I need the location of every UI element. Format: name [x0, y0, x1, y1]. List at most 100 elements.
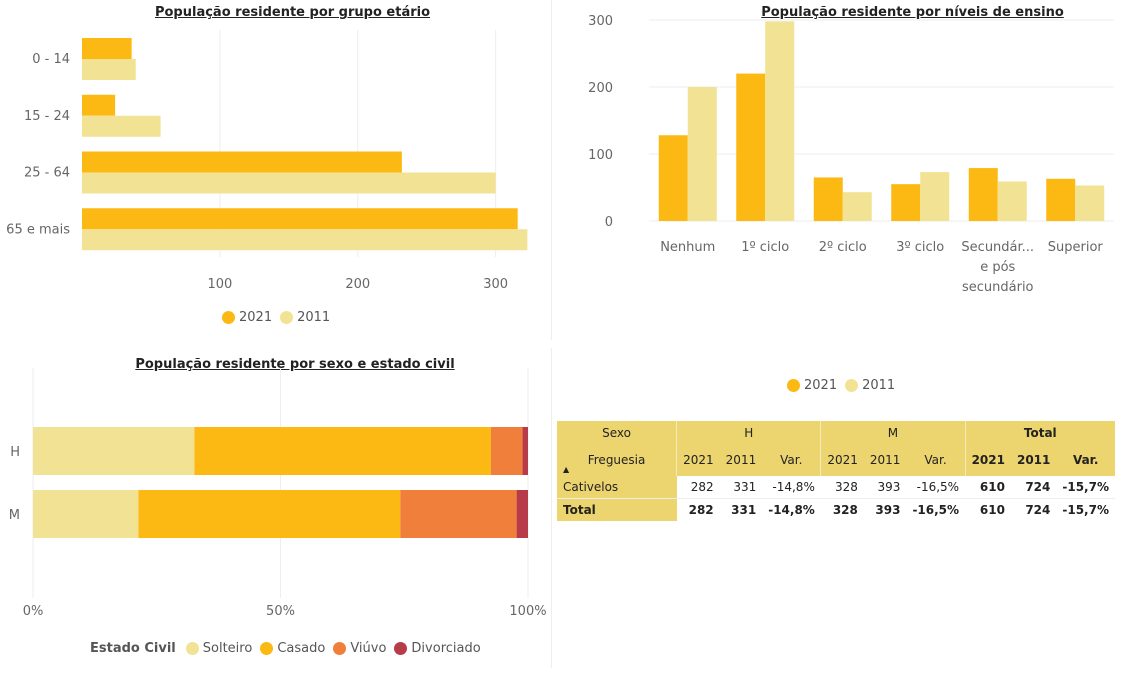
panel-divider: [551, 348, 552, 668]
x-tick-label: Nenhum: [660, 240, 715, 255]
legend-title: Estado Civil: [90, 641, 176, 656]
subheader-2011[interactable]: 2011: [719, 444, 763, 476]
bar-2021: [736, 73, 766, 221]
legend-label: Casado: [277, 641, 326, 656]
y-tick-label: 0 - 14: [32, 52, 70, 67]
table-cell: 393: [863, 476, 907, 499]
y-tick-label: M: [9, 508, 20, 523]
legend-dot-icon: [260, 642, 274, 655]
bar-2021: [1046, 178, 1076, 221]
group-header-total: Total: [964, 421, 1115, 444]
legend-dot-icon: [787, 379, 800, 392]
bar-2011: [82, 172, 496, 194]
table-cell: -14,8%: [762, 476, 821, 499]
legend-item-2011[interactable]: 2011: [280, 310, 330, 325]
table-cell: -14,8%: [762, 498, 821, 521]
y-tick-label: 65 e mais: [6, 222, 70, 237]
legend-table: 2021 2011: [787, 378, 903, 393]
legend-label: 2011: [862, 378, 896, 393]
legend-item-casado[interactable]: Casado: [260, 641, 325, 656]
legend-dot-icon: [394, 642, 408, 655]
legend-label: 2021: [239, 310, 273, 325]
row-label: Cativelos: [557, 476, 677, 499]
table-cell: -16,5%: [906, 498, 966, 521]
subheader-2021[interactable]: 2021: [676, 444, 720, 476]
bar-segment-casado: [194, 427, 491, 475]
bar-segment-viúvo: [490, 427, 523, 475]
table-row: Cativelos 282 331 -14,8% 328 393 -16,5% …: [557, 476, 1115, 499]
subheader-2011[interactable]: 2011: [863, 444, 907, 476]
bar-segment-divorciado: [522, 427, 528, 475]
bar-2021: [891, 184, 921, 221]
legend-civil: Estado Civil Solteiro Casado Viúvo Divor…: [90, 641, 489, 656]
table-cell: 331: [719, 476, 763, 499]
y-tick-label: H: [10, 445, 20, 460]
row-label: Total: [557, 498, 677, 521]
x-tick-label: 3º ciclo: [896, 240, 944, 255]
bar-2011: [997, 181, 1027, 221]
subheader-2021[interactable]: 2021: [820, 444, 864, 476]
subheader-2021[interactable]: 2021: [964, 444, 1011, 476]
subheader-var[interactable]: Var.: [1056, 444, 1115, 476]
table-cell: 328: [820, 498, 864, 521]
x-tick-label: Secundár... e pós secundário: [961, 240, 1034, 295]
bar-2011: [82, 115, 161, 137]
table-cell: -15,7%: [1056, 498, 1115, 521]
legend-item-2011[interactable]: 2011: [845, 378, 895, 393]
table-cell: 724: [1010, 498, 1057, 521]
x-tick-label: 1º ciclo: [741, 240, 789, 255]
bar-segment-casado: [138, 490, 401, 538]
table-cell: 282: [676, 498, 720, 521]
bar-2011: [82, 59, 136, 80]
y-tick-label: 0: [605, 215, 613, 230]
legend-dot-icon: [222, 311, 235, 324]
table-cell: 282: [676, 476, 720, 499]
population-matrix-table: Sexo H M Total Freguesia ▲ 2021 2011 Var…: [557, 421, 1115, 521]
legend-dot-icon: [185, 642, 199, 655]
y-tick-label: 25 - 64: [24, 166, 70, 181]
x-tick-label: 300: [483, 277, 508, 292]
x-tick-label: 2º ciclo: [819, 240, 867, 255]
legend-item-2021[interactable]: 2021: [787, 378, 837, 393]
table-cell: 331: [719, 498, 763, 521]
x-tick-label: 100: [207, 277, 232, 292]
education-chart: 0 100 200 300 Nenhum 1º ciclo 2º ciclo 3º ciclo…: [588, 14, 1114, 295]
legend-label: Viúvo: [350, 641, 387, 656]
legend-item-divorciado[interactable]: Divorciado: [394, 641, 481, 656]
bar-2021: [82, 208, 518, 230]
legend-item-solteiro[interactable]: Solteiro: [185, 641, 253, 656]
bar-segment-solteiro: [33, 427, 195, 475]
table-header-row: Sexo H M Total: [557, 421, 1115, 444]
y-tick-label: 100: [588, 148, 613, 163]
table-cell: 724: [1010, 476, 1057, 499]
chart-title-age: População residente por grupo etário: [154, 5, 431, 20]
row-group-header[interactable]: Freguesia ▲: [557, 444, 677, 476]
age-group-chart: 100 200 300 0 - 14 15 - 24 25 - 64 65 e mais: [6, 30, 528, 292]
sort-arrow-icon[interactable]: ▲: [563, 465, 570, 474]
chart-title-education: População residente por níveis de ensino: [761, 5, 1064, 20]
bar-2021: [658, 135, 688, 221]
legend-item-2021[interactable]: 2021: [222, 310, 272, 325]
bar-2011: [920, 172, 950, 221]
subheader-var[interactable]: Var.: [906, 444, 966, 476]
bar-2021: [968, 168, 998, 221]
subheader-var[interactable]: Var.: [762, 444, 821, 476]
bar-2021: [82, 38, 132, 59]
legend-label: Solteiro: [202, 641, 253, 656]
legend-item-viuvo[interactable]: Viúvo: [333, 641, 386, 656]
table-cell: 610: [965, 498, 1011, 521]
x-tick-label: 0%: [23, 604, 44, 619]
bar-2011: [687, 87, 717, 221]
legend-age: 2021 2011: [222, 310, 338, 325]
subheader-2011[interactable]: 2011: [1010, 444, 1057, 476]
y-tick-label: 200: [588, 81, 613, 96]
bar-2021: [813, 177, 843, 221]
bar-2011: [765, 21, 795, 222]
table-cell: 328: [820, 476, 864, 499]
x-tick-label: 50%: [266, 604, 295, 619]
bar-segment-viúvo: [400, 490, 517, 538]
table-cell: 610: [965, 476, 1011, 499]
legend-dot-icon: [280, 311, 294, 324]
bar-segment-divorciado: [516, 490, 528, 538]
table-total-row: Total 282 331 -14,8% 328 393 -16,5% 610 …: [557, 498, 1115, 521]
